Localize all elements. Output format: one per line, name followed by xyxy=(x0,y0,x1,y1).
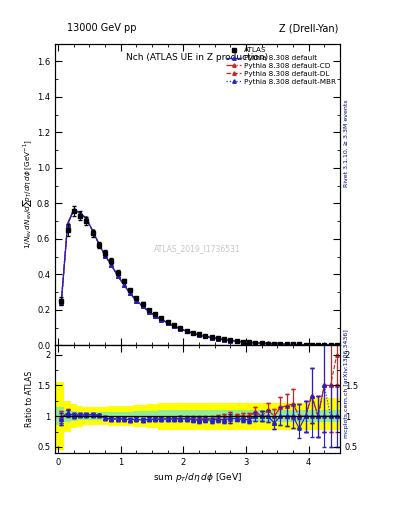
Text: Nch (ATLAS UE in Z production): Nch (ATLAS UE in Z production) xyxy=(127,53,268,61)
Text: mcplots.cern.ch [arXiv:1306.3436]: mcplots.cern.ch [arXiv:1306.3436] xyxy=(344,330,349,438)
Legend: ATLAS, Pythia 8.308 default, Pythia 8.308 default-CD, Pythia 8.308 default-DL, P: ATLAS, Pythia 8.308 default, Pythia 8.30… xyxy=(224,46,338,86)
Y-axis label: $1/N_\mathrm{ev}\,dN_\mathrm{ev}/d\!\sum\!p_T/d\eta\,d\phi\;[\mathrm{GeV}^{-1}]$: $1/N_\mathrm{ev}\,dN_\mathrm{ev}/d\!\sum… xyxy=(21,140,34,249)
Text: 13000 GeV pp: 13000 GeV pp xyxy=(67,23,136,33)
Text: ATLAS_2019_I1736531: ATLAS_2019_I1736531 xyxy=(154,244,241,253)
Text: Z (Drell-Yan): Z (Drell-Yan) xyxy=(279,23,338,33)
Text: Rivet 3.1.10, ≥ 3.3M events: Rivet 3.1.10, ≥ 3.3M events xyxy=(344,99,349,187)
X-axis label: sum $p_T/d\eta\,d\phi$ [GeV]: sum $p_T/d\eta\,d\phi$ [GeV] xyxy=(153,471,242,484)
Y-axis label: Ratio to ATLAS: Ratio to ATLAS xyxy=(25,371,34,428)
